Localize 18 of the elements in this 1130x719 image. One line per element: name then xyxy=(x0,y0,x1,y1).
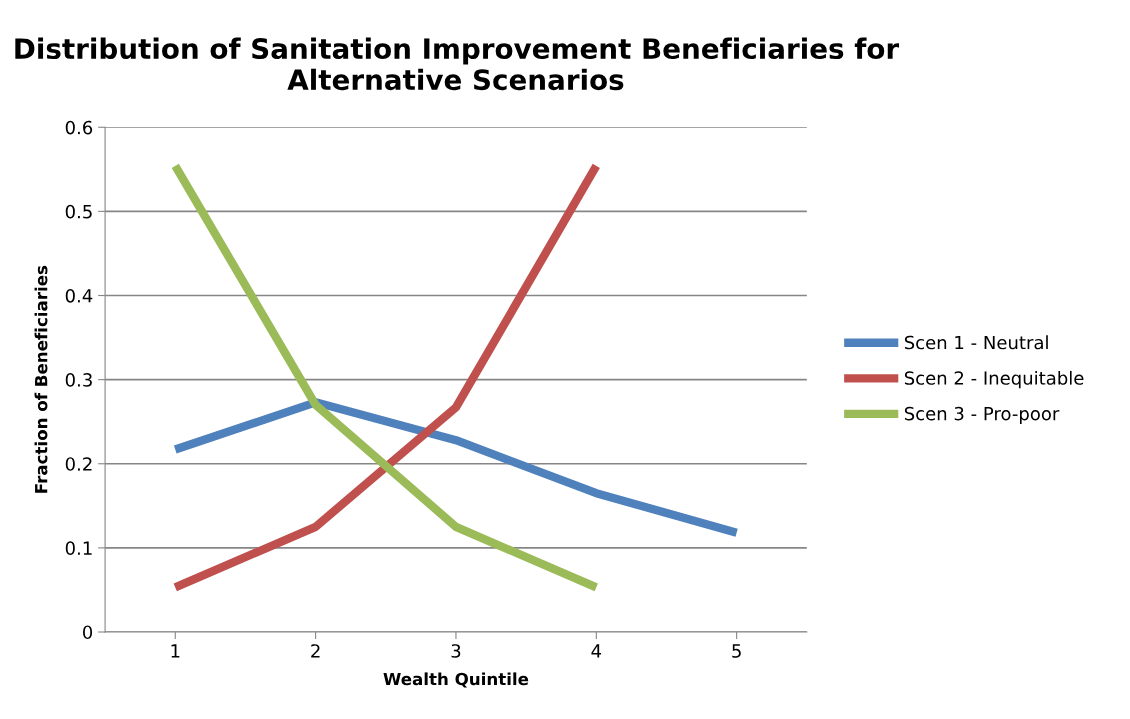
y-tick-label: 0 xyxy=(82,625,93,640)
x-axis-title: Wealth Quintile xyxy=(383,672,529,688)
y-tick-label: 0.1 xyxy=(65,541,92,555)
legend-label: Scen 2 - Inequitable xyxy=(904,370,1084,389)
y-tick-label: 0.3 xyxy=(65,373,92,387)
y-tick-label: 0.6 xyxy=(65,120,93,135)
y-tick-label: 0.2 xyxy=(65,457,92,471)
legend-label: Scen 3 - Pro-poor xyxy=(904,406,1060,424)
y-tick-label: 0.5 xyxy=(65,204,92,219)
x-tick-label: 4 xyxy=(591,644,602,658)
y-axis-title: Fraction of Beneficiaries xyxy=(34,265,48,493)
chart-title: Distribution of Sanitation Improvement Beneficiaries for Alternative Scenarios xyxy=(15,37,900,91)
x-tick-label: 5 xyxy=(732,644,741,658)
x-tick-label: 1 xyxy=(171,644,180,658)
x-tick-label: 3 xyxy=(451,644,461,658)
legend-label: Scen 1 - Neutral xyxy=(904,335,1048,350)
y-tick-label: 0.4 xyxy=(65,288,93,303)
x-tick-label: 2 xyxy=(311,644,320,658)
